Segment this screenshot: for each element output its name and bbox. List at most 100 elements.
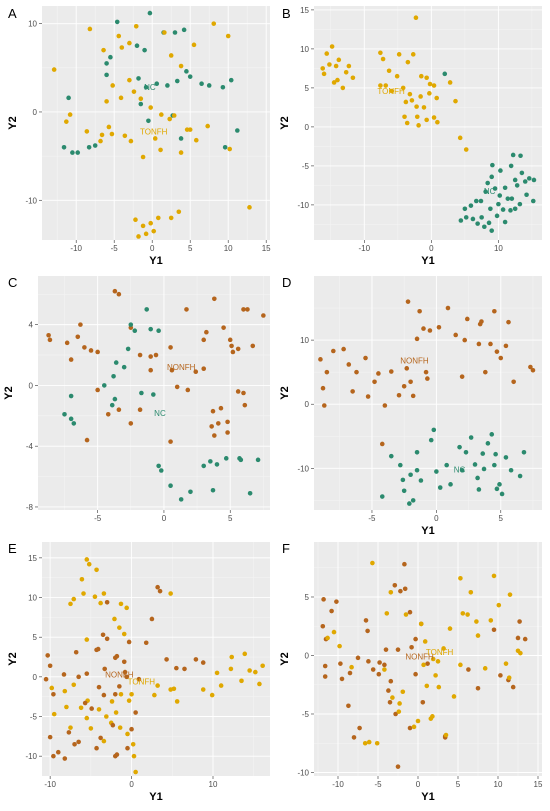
- data-point-tonfh: [106, 124, 112, 130]
- data-point-nonfh: [149, 616, 155, 622]
- data-point-tonfh: [214, 670, 220, 676]
- data-point-tonfh: [200, 687, 206, 692]
- group-label-tonfh: TONFH: [377, 87, 405, 96]
- data-point-nonfh: [393, 711, 398, 717]
- data-point-nonfh: [376, 671, 382, 677]
- data-point-nonfh: [235, 389, 241, 394]
- data-point-nonfh: [329, 608, 334, 614]
- data-point-nonfh: [413, 636, 418, 642]
- data-point-nonfh: [354, 369, 359, 375]
- data-point-tonfh: [218, 683, 224, 688]
- data-point-nc: [178, 136, 184, 141]
- data-point-tonfh: [98, 600, 103, 606]
- data-point-tonfh: [78, 705, 84, 711]
- data-point-tonfh: [104, 99, 109, 104]
- data-point-nc: [388, 453, 394, 459]
- data-point-tonfh: [209, 692, 215, 698]
- data-point-nc: [489, 174, 495, 180]
- data-point-nonfh: [82, 345, 87, 350]
- data-point-tonfh: [503, 661, 509, 666]
- data-point-nc: [490, 162, 495, 168]
- data-point-nc: [521, 450, 527, 455]
- data-point-tonfh: [404, 120, 410, 126]
- data-point-nonfh: [112, 691, 118, 697]
- x-tick-label: 10: [494, 244, 503, 253]
- data-point-nonfh: [492, 308, 497, 314]
- data-point-tonfh: [384, 611, 390, 616]
- data-point-nonfh: [201, 366, 207, 371]
- data-point-tonfh: [418, 73, 424, 79]
- data-point-nonfh: [341, 346, 346, 352]
- data-point-nc: [184, 69, 189, 74]
- data-point-nc: [144, 307, 150, 312]
- plot-background: [42, 6, 270, 240]
- data-point-tonfh: [62, 688, 68, 694]
- data-point-nc: [470, 216, 476, 222]
- data-point-nc: [70, 150, 75, 155]
- group-label-nonfh: NONFH: [167, 363, 196, 372]
- data-point-nonfh: [101, 692, 107, 698]
- y-tick-label: 4: [29, 321, 34, 330]
- data-point-tonfh: [104, 714, 109, 719]
- data-point-nonfh: [212, 296, 217, 302]
- data-point-nonfh: [182, 666, 187, 672]
- data-point-nc: [206, 83, 212, 88]
- data-point-nc: [428, 437, 434, 443]
- data-point-nc: [142, 47, 147, 53]
- panel-b: -10 0 10 -10 -5 0 5 10 15 Y1 Y2 B TONFH NC: [279, 6, 542, 267]
- data-point-nc: [398, 462, 403, 468]
- data-point-nonfh: [511, 379, 516, 385]
- x-axis-title: Y1: [149, 255, 162, 267]
- y-tick-label: 0: [305, 123, 310, 132]
- data-point-nc: [459, 467, 465, 473]
- data-point-nonfh: [200, 660, 206, 665]
- data-point-tonfh: [427, 91, 432, 96]
- data-point-nc: [514, 183, 520, 188]
- data-point-tonfh: [378, 50, 383, 56]
- panel-letter: F: [282, 541, 290, 556]
- data-point-nonfh: [94, 647, 99, 653]
- data-point-tonfh: [133, 217, 138, 222]
- data-point-nonfh: [43, 676, 49, 682]
- points-layer: [318, 299, 536, 506]
- data-point-nonfh: [98, 735, 103, 741]
- data-point-nc: [476, 487, 482, 492]
- y-tick-label: 10: [300, 336, 309, 345]
- data-point-tonfh: [131, 89, 137, 94]
- data-point-tonfh: [335, 77, 340, 83]
- data-point-nc: [407, 501, 412, 506]
- data-point-tonfh: [84, 637, 90, 642]
- data-point-nc: [172, 30, 178, 35]
- data-point-nc: [437, 485, 443, 490]
- data-point-nc: [492, 186, 498, 191]
- data-point-tonfh: [400, 85, 406, 91]
- x-tick-label: -5: [368, 514, 376, 523]
- data-point-tonfh: [239, 678, 244, 684]
- data-point-tonfh: [96, 707, 102, 712]
- data-point-tonfh: [416, 123, 421, 128]
- data-point-nc: [165, 83, 170, 88]
- data-point-nonfh: [76, 674, 81, 680]
- data-point-nc: [494, 486, 500, 492]
- data-point-tonfh: [117, 625, 122, 630]
- data-point-tonfh: [389, 88, 395, 94]
- x-tick-label: 5: [456, 780, 461, 789]
- data-point-nonfh: [193, 657, 199, 662]
- y-axis-title: Y2: [3, 386, 15, 399]
- data-point-tonfh: [87, 26, 93, 32]
- data-point-nonfh: [51, 691, 56, 697]
- data-point-nonfh: [221, 325, 226, 330]
- data-point-nc: [478, 198, 484, 204]
- data-point-nonfh: [46, 332, 51, 338]
- data-point-nonfh: [376, 371, 381, 376]
- y-axis-title: Y2: [7, 652, 19, 665]
- data-point-tonfh: [430, 714, 435, 719]
- data-point-nonfh: [148, 367, 153, 373]
- data-point-tonfh: [152, 136, 158, 141]
- data-point-nonfh: [78, 322, 83, 327]
- data-point-tonfh: [174, 699, 180, 704]
- data-point-tonfh: [424, 75, 429, 81]
- plot-background: [42, 542, 270, 776]
- data-point-tonfh: [118, 95, 124, 101]
- data-point-nonfh: [395, 764, 401, 769]
